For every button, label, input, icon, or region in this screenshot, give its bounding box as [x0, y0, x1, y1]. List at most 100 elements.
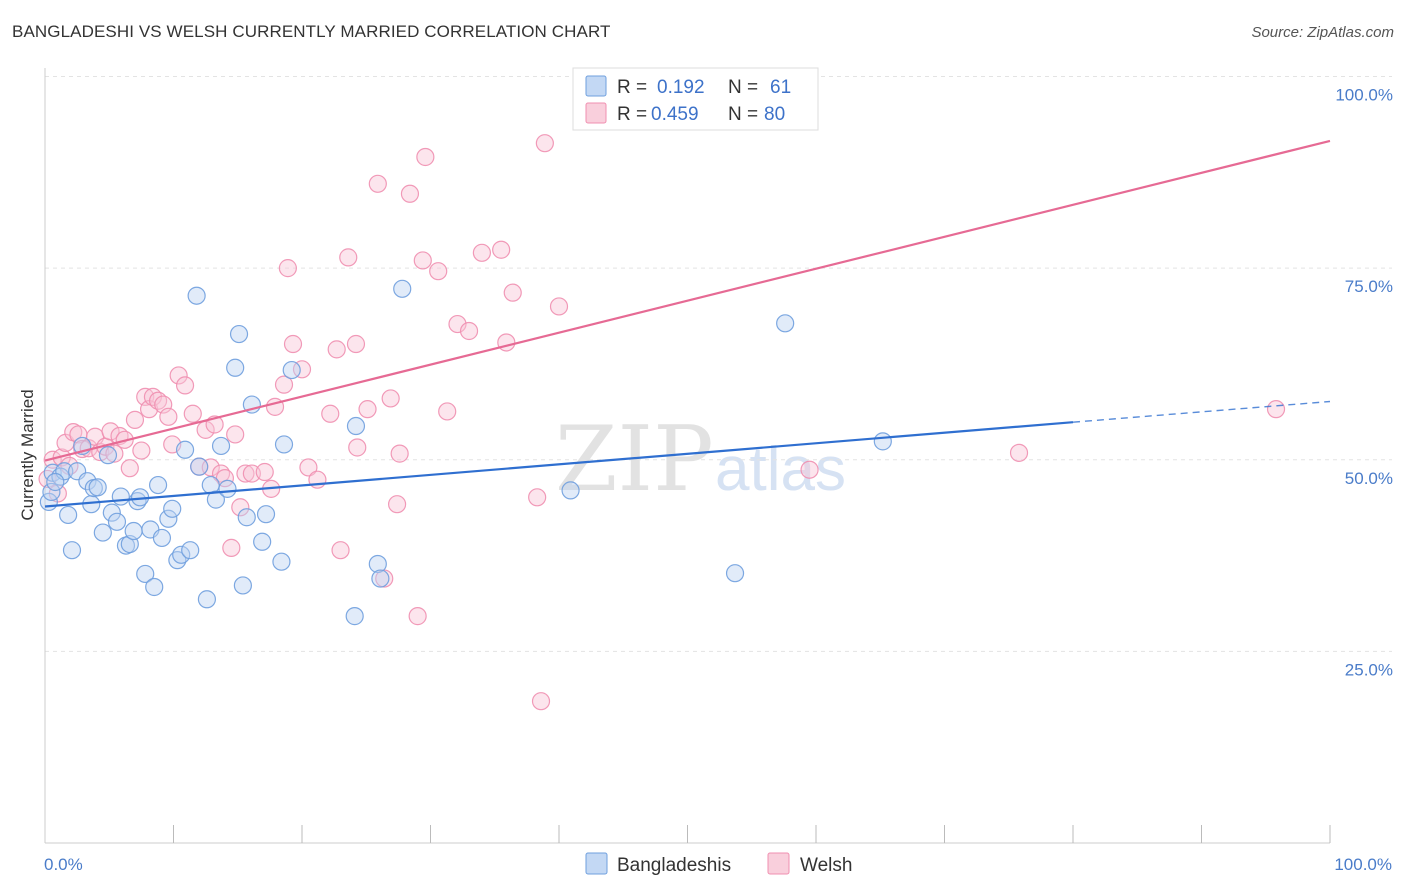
series-legend: Bangladeshis Welsh: [585, 852, 852, 876]
bangladeshi-point: [274, 435, 294, 454]
x-tick-label-max: 100.0%: [1334, 855, 1392, 874]
bangladeshi-point: [187, 286, 206, 305]
welsh-point: [390, 444, 409, 463]
welsh-points: [38, 134, 1286, 711]
welsh-point: [274, 375, 294, 394]
welsh-point: [416, 147, 435, 167]
gridlines: [45, 76, 1392, 652]
welsh-point: [348, 438, 367, 457]
bangladeshi-point: [152, 528, 172, 548]
watermark-zip: ZIP: [555, 407, 714, 512]
bangladeshi-point: [124, 521, 143, 541]
welsh-point: [531, 692, 551, 711]
welsh-point: [169, 366, 188, 385]
bangladeshi-point: [371, 569, 390, 588]
y-tick-label: 25.0%: [1345, 660, 1393, 679]
welsh-point: [292, 360, 312, 379]
welsh-point: [105, 444, 124, 463]
welsh-point: [278, 259, 297, 278]
bangladeshi-point: [776, 314, 795, 333]
bangladeshi-point: [107, 512, 127, 531]
welsh-point: [346, 334, 366, 354]
legend-n-value-welsh: 80: [764, 104, 785, 125]
chart-title: BANGLADESHI VS WELSH CURRENTLY MARRIED C…: [12, 22, 611, 41]
bangladeshi-point: [93, 523, 112, 542]
bangladeshi-point: [163, 499, 182, 518]
welsh-point: [503, 283, 522, 302]
y-tick-label: 50.0%: [1345, 469, 1393, 488]
bangladeshi-points: [39, 279, 892, 626]
bangladeshi-point: [345, 607, 364, 626]
bangladeshi-point: [229, 324, 249, 344]
welsh-point: [1009, 443, 1029, 462]
legend-n-label-welsh: N =: [728, 104, 758, 125]
bangladeshi-point: [148, 475, 168, 495]
welsh-point: [387, 495, 407, 514]
bangladeshi-point: [175, 440, 195, 459]
bangladeshi-point: [46, 472, 65, 492]
bangladeshi-point: [368, 554, 387, 574]
welsh-point: [299, 458, 318, 477]
bangladeshi-point: [111, 487, 130, 506]
bangladeshi-point: [181, 541, 200, 560]
legend-r-label-welsh: R =: [617, 104, 647, 125]
welsh-point: [358, 400, 377, 419]
welsh-point: [321, 404, 340, 423]
bangladeshi-point: [256, 505, 276, 524]
bangladeshi-point: [233, 576, 252, 595]
welsh-point: [472, 243, 491, 262]
stats-legend-box: [572, 67, 819, 131]
stats-legend: R = 0.192 N = 61 R = 0.459 N = 80: [572, 67, 819, 131]
bangladeshi-trend-line: [44, 421, 1074, 508]
legend-welsh-swatch: [767, 852, 790, 875]
welsh-point: [459, 321, 479, 341]
welsh-point: [528, 488, 547, 507]
welsh-point: [132, 441, 151, 460]
bangladeshi-point: [561, 481, 580, 500]
y-tick-labels: 25.0% 50.0% 75.0% 100.0%: [1335, 86, 1393, 680]
y-axis-title: Currently Married: [18, 389, 37, 520]
bangladeshi-point: [346, 416, 366, 436]
legend-r-value-bangladeshis: 0.192: [657, 77, 705, 98]
welsh-point: [381, 389, 400, 408]
bangladeshi-point: [136, 564, 155, 584]
welsh-point: [1266, 400, 1286, 419]
welsh-point: [125, 410, 145, 429]
welsh-point: [535, 134, 554, 153]
welsh-point: [236, 464, 255, 483]
bangladeshi-point: [211, 436, 231, 456]
welsh-trend-line: [44, 139, 1331, 462]
legend-welsh-label: Welsh: [800, 855, 852, 876]
welsh-point: [222, 538, 241, 557]
bangladeshi-point: [282, 360, 301, 380]
bangladeshi-point: [190, 457, 209, 476]
welsh-point: [497, 333, 516, 352]
welsh-point: [101, 422, 120, 441]
bangladeshi-point: [197, 590, 217, 609]
welsh-point: [438, 402, 457, 421]
bangladeshi-point: [42, 482, 61, 502]
welsh-point: [183, 404, 202, 423]
welsh-point: [408, 607, 427, 626]
y-tick-label: 75.0%: [1345, 277, 1393, 296]
x-ticks: [173, 825, 1331, 843]
bangladeshi-point: [98, 446, 118, 465]
welsh-point: [226, 425, 245, 444]
welsh-point: [231, 498, 250, 517]
welsh-point: [159, 407, 178, 426]
welsh-point: [175, 376, 195, 395]
welsh-point: [492, 240, 511, 259]
welsh-point: [368, 174, 387, 193]
bangladeshi-point: [237, 508, 256, 527]
x-tick-label-min: 0.0%: [44, 855, 83, 874]
bangladeshi-point: [78, 472, 97, 491]
bangladeshi-trend-extension: [1072, 400, 1331, 423]
bangladeshi-point: [206, 490, 226, 509]
bangladeshi-point: [88, 478, 107, 497]
welsh-point: [429, 262, 448, 281]
welsh-point: [255, 462, 274, 482]
legend-bangladeshis-swatch: [585, 852, 608, 875]
welsh-point: [800, 460, 819, 479]
trend-lines: [44, 139, 1331, 508]
